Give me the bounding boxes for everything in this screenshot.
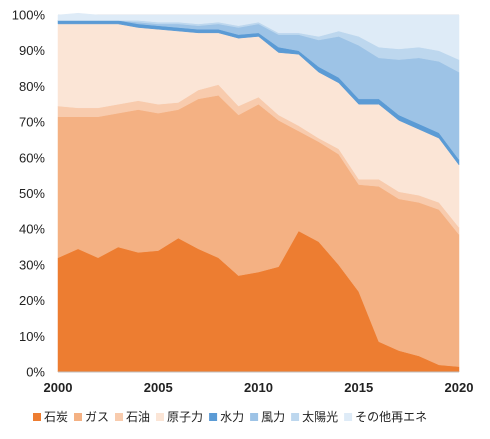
legend-label: その他再エネ bbox=[355, 410, 427, 424]
y-tick-label: 70% bbox=[19, 115, 45, 130]
area-series-group bbox=[57, 12, 460, 373]
legend-item-0: 石炭 bbox=[33, 410, 68, 424]
area-series-7 bbox=[57, 12, 460, 61]
legend-swatch bbox=[74, 413, 82, 421]
y-tick-label: 50% bbox=[19, 186, 45, 201]
x-tick-label: 2005 bbox=[144, 380, 173, 395]
y-tick-label: 10% bbox=[19, 329, 45, 344]
legend-item-3: 原子力 bbox=[156, 410, 203, 424]
legend-label: 太陽光 bbox=[302, 409, 338, 424]
y-tick-labels: 0% 10% 20% 30% 40% 50% 60% 70% 80% 90% 100% bbox=[12, 8, 46, 380]
y-tick-label: 30% bbox=[19, 257, 45, 272]
legend-item-6: 太陽光 bbox=[291, 409, 338, 424]
legend-swatch bbox=[156, 413, 164, 421]
y-tick-label: 0% bbox=[26, 365, 45, 380]
legend-swatch bbox=[115, 413, 123, 421]
legend-swatch bbox=[250, 413, 259, 421]
y-tick-label: 60% bbox=[19, 150, 45, 165]
y-tick-label: 20% bbox=[19, 293, 45, 308]
legend-swatch bbox=[209, 413, 218, 421]
legend-item-5: 風力 bbox=[250, 410, 285, 424]
y-tick-label: 40% bbox=[19, 222, 45, 237]
legend-label: 水力 bbox=[220, 410, 244, 424]
x-tick-labels: 2000 2005 2010 2015 2020 bbox=[44, 380, 474, 395]
legend-label: 原子力 bbox=[167, 410, 203, 424]
legend-label: 石油 bbox=[126, 410, 150, 424]
legend-label: ガス bbox=[85, 410, 109, 424]
legend-swatch bbox=[33, 413, 41, 421]
y-tick-label: 80% bbox=[19, 79, 45, 94]
x-tick-label: 2010 bbox=[244, 380, 273, 395]
legend-swatch bbox=[291, 413, 300, 421]
legend-label: 風力 bbox=[261, 410, 285, 424]
legend-label: 石炭 bbox=[44, 410, 68, 424]
x-tick-label: 2000 bbox=[44, 380, 73, 395]
legend-item-7: その他再エネ bbox=[344, 410, 427, 424]
legend-swatch bbox=[344, 413, 353, 421]
legend: 石炭 ガス 石油 原子力 水力 風力 太陽光 その他再エネ bbox=[33, 409, 427, 424]
legend-item-2: 石油 bbox=[115, 410, 150, 424]
y-tick-label: 90% bbox=[19, 43, 45, 58]
legend-item-4: 水力 bbox=[209, 410, 244, 424]
x-tick-label: 2015 bbox=[344, 380, 373, 395]
y-tick-label: 100% bbox=[12, 8, 46, 23]
x-tick-label: 2020 bbox=[445, 380, 474, 395]
legend-item-1: ガス bbox=[74, 410, 109, 424]
